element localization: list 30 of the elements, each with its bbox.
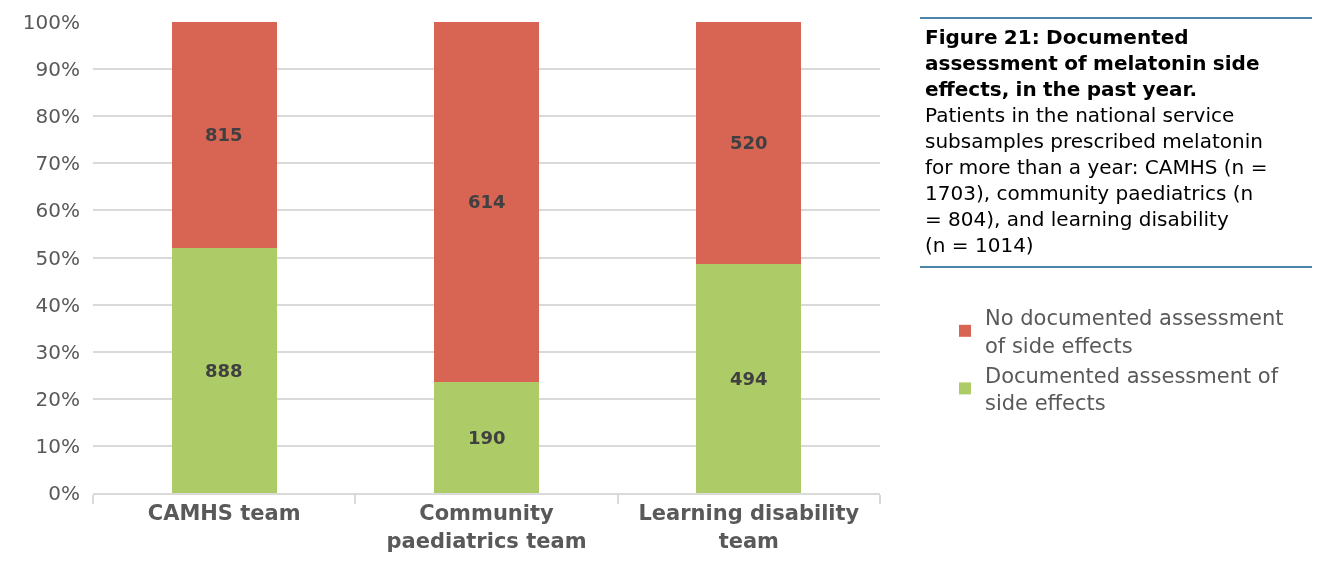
bar: [696, 22, 802, 264]
y-tick-label: 30%: [35, 339, 80, 364]
legend-label: No documented assessment of side effects: [985, 306, 1284, 358]
y-tick-label: 60%: [35, 198, 80, 223]
x-tick-label: Learning disability team: [638, 501, 860, 553]
y-tick-label: 10%: [35, 433, 80, 458]
x-tick-label: Community paediatrics team: [386, 501, 587, 553]
annotation: 494: [730, 368, 768, 389]
bar: [434, 22, 539, 382]
x-tick-label: CAMHS team: [147, 501, 301, 526]
chart-title: Figure 21: Documented assessment of melatonin side effects, in the past year.: [925, 25, 1260, 101]
y-tick-label: 70%: [35, 151, 80, 176]
bar: [696, 263, 802, 493]
y-tick-label: 80%: [35, 104, 80, 129]
y-tick-label: 40%: [35, 292, 80, 317]
y-tick-label: 50%: [35, 245, 80, 270]
annotation: 888: [205, 360, 243, 381]
y-tick-label: 20%: [35, 386, 80, 411]
annotation: 190: [468, 427, 506, 448]
y-tick-label: 0%: [48, 481, 80, 505]
bar: [171, 22, 277, 248]
y-tick-label: 90%: [35, 57, 80, 82]
legend-label: Documented assessment of side effects: [985, 363, 1279, 416]
annotation: 815: [205, 124, 243, 145]
y-tick-label: 100%: [22, 10, 80, 34]
annotation: 614: [468, 191, 506, 212]
annotation: 520: [730, 132, 768, 153]
bar: [171, 247, 277, 493]
bar: [434, 381, 539, 493]
text: Patients in the national service subsamples prescribed melatonin for more than a year: CAMHS (n = 1703), community paediatrics (n = 804), and learning disability (n = 1014): [925, 103, 1268, 257]
